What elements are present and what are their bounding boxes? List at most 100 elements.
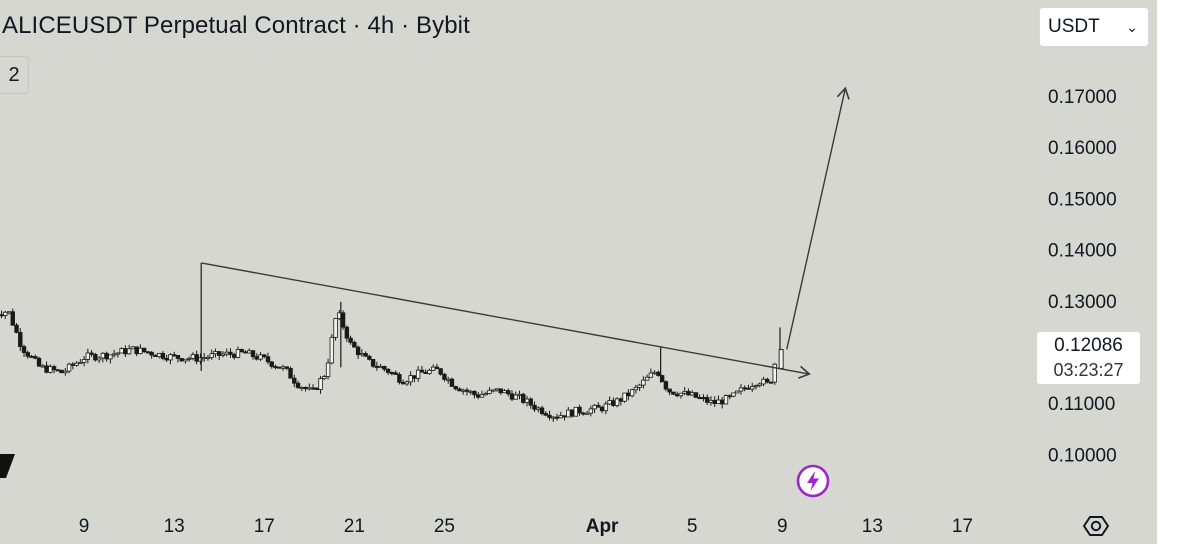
descending-trendline[interactable]: [201, 262, 811, 379]
candle: [70, 362, 76, 370]
candle: [558, 411, 563, 419]
candle: [626, 389, 631, 401]
gear-settings-icon[interactable]: [1082, 512, 1110, 540]
candle: [250, 349, 256, 360]
candle: [592, 403, 597, 413]
candle: [51, 364, 57, 374]
candle: [299, 386, 304, 391]
candle: [506, 388, 511, 397]
candle: [569, 409, 575, 418]
candle: [731, 392, 736, 398]
candle: [138, 344, 143, 355]
candle: [348, 335, 353, 345]
candle: [217, 351, 222, 360]
candle: [588, 405, 594, 417]
candle: [367, 354, 372, 361]
candle: [235, 346, 241, 359]
candle: [517, 390, 522, 400]
candle: [438, 368, 443, 376]
candle: [716, 395, 721, 405]
breakout-target-arrow[interactable]: [786, 86, 850, 350]
candle: [363, 351, 368, 357]
x-tick-label: 9: [777, 516, 788, 537]
candle: [419, 365, 425, 373]
candle: [618, 397, 624, 406]
candle: [284, 366, 289, 371]
candle: [397, 372, 402, 385]
candle: [539, 405, 545, 416]
candle: [175, 355, 181, 363]
candle: [370, 358, 376, 368]
last-price-value: 0.12086: [1054, 335, 1123, 356]
candle: [89, 350, 94, 357]
candle: [765, 377, 770, 384]
candle: [689, 390, 695, 397]
candle: [179, 358, 184, 362]
candle: [697, 394, 702, 400]
candle: [400, 379, 406, 385]
candle: [359, 349, 365, 357]
candle: [48, 364, 53, 374]
candle: [378, 363, 383, 369]
candle: [599, 405, 605, 414]
currency-select[interactable]: USDT ⌄: [1039, 7, 1149, 47]
x-tick-label: 13: [164, 516, 185, 537]
candle: [735, 390, 740, 394]
candle: [551, 415, 556, 422]
lightning-bolt-icon[interactable]: [796, 464, 830, 498]
candle: [629, 388, 635, 398]
candle: [329, 334, 335, 365]
candle: [85, 348, 91, 364]
candle: [205, 355, 211, 361]
candle: [220, 351, 226, 358]
x-tick-label: 13: [862, 516, 883, 537]
x-tick-label: 17: [952, 516, 973, 537]
candle: [183, 358, 188, 364]
candle: [123, 345, 128, 358]
candle: [160, 351, 166, 361]
candle: [44, 361, 49, 374]
partial-drawing-mark: [0, 454, 15, 478]
candle: [280, 364, 286, 371]
candle: [461, 388, 466, 395]
candle: [344, 325, 350, 342]
candle: [693, 392, 699, 399]
candle: [111, 349, 117, 358]
candle: [303, 386, 308, 392]
indicator-pane-badge[interactable]: 2: [0, 56, 29, 94]
candle: [194, 350, 199, 365]
candle: [637, 383, 642, 392]
candle: [310, 384, 316, 391]
candle: [430, 364, 436, 371]
candle: [59, 369, 64, 374]
candle: [404, 380, 410, 386]
candle: [573, 406, 579, 417]
candle: [581, 411, 586, 416]
candle: [498, 388, 503, 395]
candle: [307, 383, 312, 391]
candle: [382, 365, 387, 372]
y-tick-label: 0.16000: [1048, 138, 1117, 159]
candle: [622, 392, 627, 403]
candle: [355, 345, 361, 359]
candle: [277, 366, 282, 369]
candle: [768, 381, 774, 384]
y-tick-label: 0.15000: [1048, 189, 1117, 210]
candle: [78, 358, 83, 364]
y-tick-label: 0.10000: [1048, 445, 1117, 466]
candle: [134, 346, 139, 357]
candle: [457, 387, 462, 392]
candle: [340, 310, 346, 330]
candle: [761, 376, 766, 387]
y-tick-label: 0.17000: [1048, 87, 1117, 108]
candle: [614, 397, 620, 408]
candle: [108, 354, 113, 364]
x-tick-label: 17: [254, 516, 275, 537]
candle: [389, 371, 395, 376]
candle: [254, 353, 259, 361]
last-price-label: 0.12086 03:23:27: [1037, 332, 1140, 384]
candle: [333, 317, 338, 341]
candle: [0, 310, 4, 319]
candle: [528, 397, 533, 409]
